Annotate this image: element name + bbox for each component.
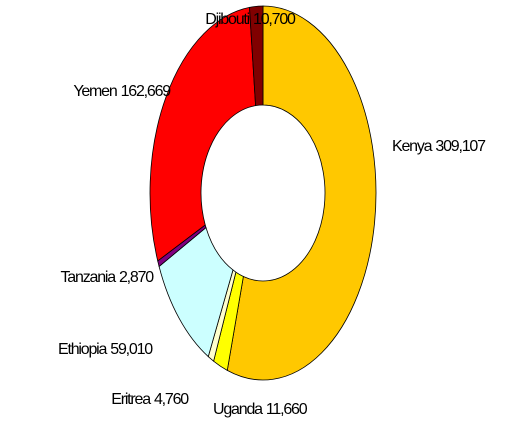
slice-label: Yemen 162,669 <box>73 83 171 100</box>
category-name: Yemen <box>73 83 117 100</box>
slice-label: Djibouti 10,700 <box>205 11 296 28</box>
value-label: 162,669 <box>121 83 172 100</box>
slice <box>149 6 257 262</box>
value-label: 11,660 <box>266 401 308 418</box>
category-name: Uganda <box>213 401 263 418</box>
slice <box>249 5 264 107</box>
value-label: 10,700 <box>253 11 296 28</box>
slice-label: Eritrea 4,760 <box>111 391 189 408</box>
value-label: 59,010 <box>110 341 153 358</box>
category-name: Djibouti <box>205 11 249 28</box>
slice-label: Uganda 11,660 <box>213 401 308 418</box>
value-label: 4,760 <box>154 391 189 408</box>
category-name: Kenya <box>392 138 433 155</box>
slice-label: Tanzania 2,870 <box>61 269 155 286</box>
category-name: Eritrea <box>111 391 151 408</box>
value-label: 309,107 <box>435 138 486 155</box>
slice-label: Kenya 309,107 <box>392 138 486 155</box>
slice <box>226 5 377 381</box>
value-label: 2,870 <box>119 269 154 286</box>
slice-label: Ethiopia 59,010 <box>58 341 153 358</box>
category-name: Ethiopia <box>58 341 108 358</box>
category-name: Tanzania <box>61 269 117 286</box>
